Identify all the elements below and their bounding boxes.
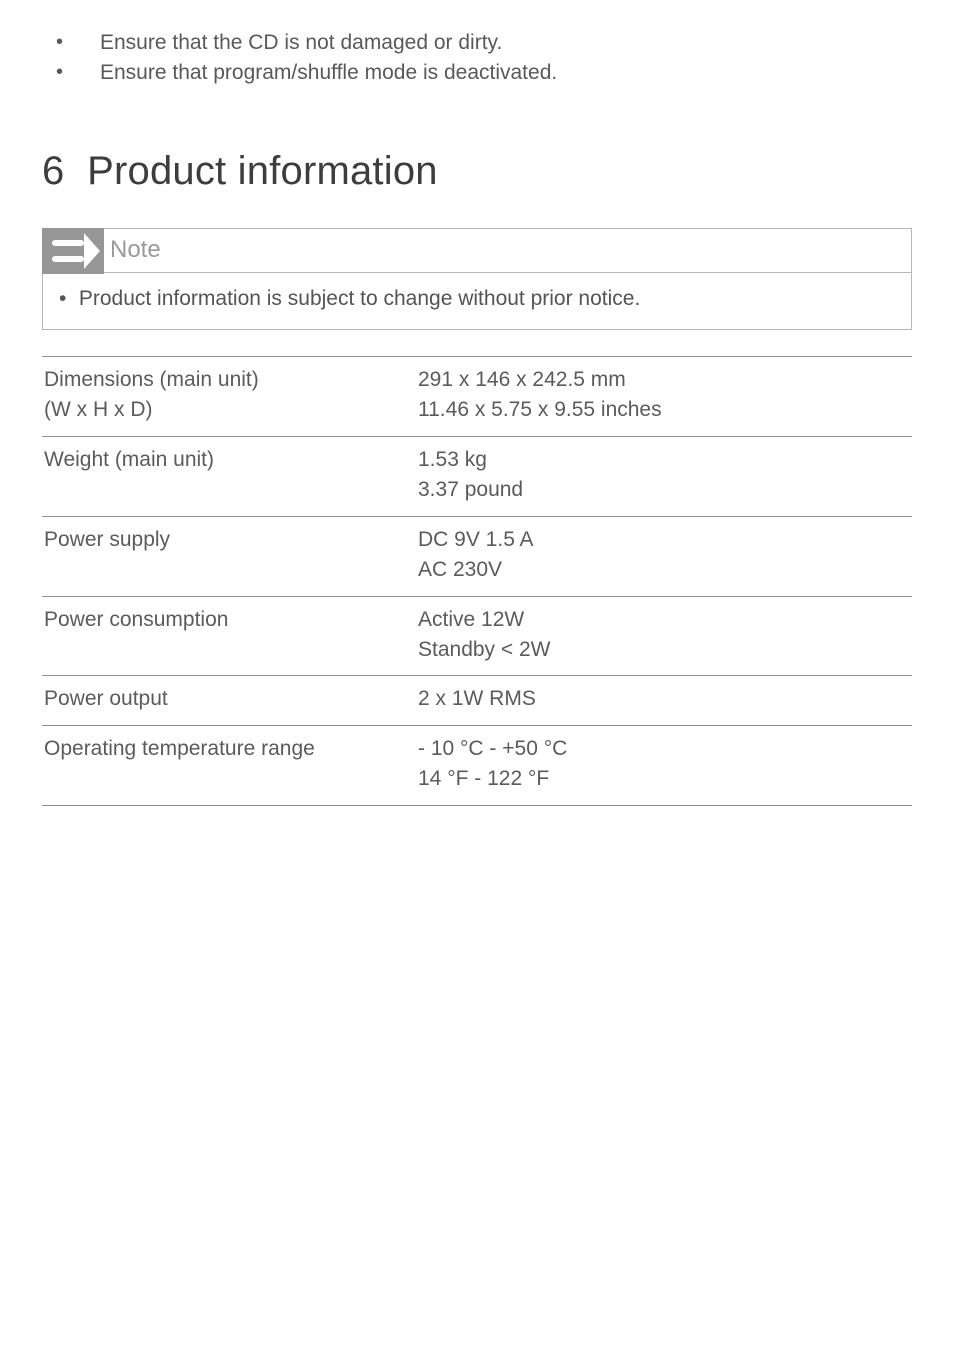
spec-label-cell: Weight (main unit) — [42, 436, 412, 516]
spec-value-cell: DC 9V 1.5 AAC 230V — [412, 516, 912, 596]
section-number: 6 — [42, 149, 64, 193]
spec-value-cell: 1.53 kg3.37 pound — [412, 436, 912, 516]
spec-label-cell: Operating temperature range — [42, 725, 412, 805]
bullet-icon: • — [59, 287, 73, 311]
spec-value-cell: - 10 °C - +50 °C14 °F - 122 °F — [412, 725, 912, 805]
section-title: Product information — [87, 149, 438, 193]
note-box: Note • Product information is subject to… — [42, 228, 912, 330]
note-header: Note — [43, 229, 911, 273]
table-row: Weight (main unit)1.53 kg3.37 pound — [42, 436, 912, 516]
top-bullet-list: Ensure that the CD is not damaged or dir… — [42, 28, 912, 89]
note-icon — [42, 228, 104, 272]
table-row: Dimensions (main unit)(W x H x D)291 x 1… — [42, 356, 912, 436]
note-body-text: Product information is subject to change… — [79, 287, 640, 310]
note-label: Note — [110, 236, 161, 264]
table-row: Operating temperature range- 10 °C - +50… — [42, 725, 912, 805]
spec-value-cell: 291 x 146 x 242.5 mm11.46 x 5.75 x 9.55 … — [412, 356, 912, 436]
list-item: Ensure that the CD is not damaged or dir… — [42, 28, 912, 58]
table-row: Power consumptionActive 12WStandby < 2W — [42, 596, 912, 676]
spec-label-cell: Dimensions (main unit)(W x H x D) — [42, 356, 412, 436]
spec-table: Dimensions (main unit)(W x H x D)291 x 1… — [42, 356, 912, 806]
page-root: Ensure that the CD is not damaged or dir… — [0, 0, 954, 806]
spec-label-cell: Power consumption — [42, 596, 412, 676]
note-body: • Product information is subject to chan… — [43, 273, 911, 329]
table-row: Power supplyDC 9V 1.5 AAC 230V — [42, 516, 912, 596]
spec-value-cell: 2 x 1W RMS — [412, 676, 912, 725]
section-heading: 6 Product information — [42, 149, 912, 194]
spec-value-cell: Active 12WStandby < 2W — [412, 596, 912, 676]
table-row: Power output2 x 1W RMS — [42, 676, 912, 725]
list-item: Ensure that program/shuffle mode is deac… — [42, 58, 912, 88]
spec-label-cell: Power output — [42, 676, 412, 725]
spec-label-cell: Power supply — [42, 516, 412, 596]
